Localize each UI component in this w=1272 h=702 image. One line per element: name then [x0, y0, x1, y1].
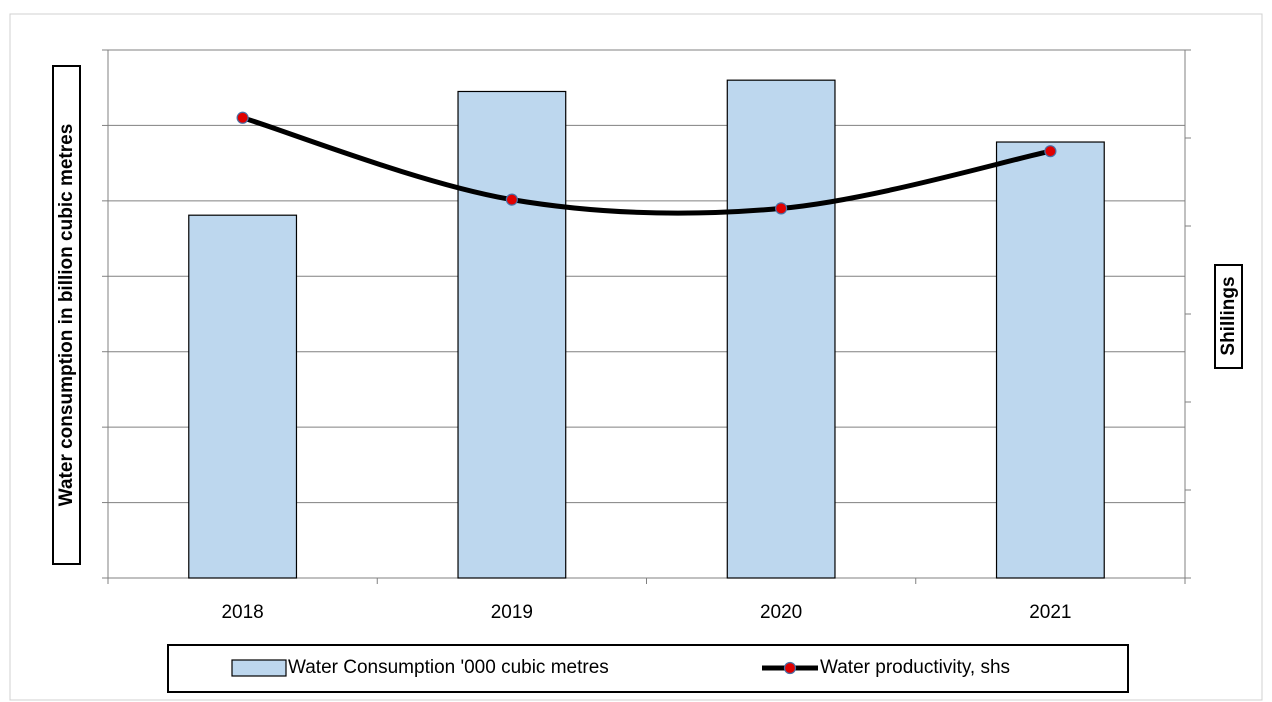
legend-label: Water Consumption '000 cubic metres — [288, 657, 609, 678]
bar — [726, 79, 836, 579]
marker — [1044, 145, 1057, 158]
bar — [188, 214, 298, 579]
legend-box — [167, 644, 1129, 693]
marker — [505, 193, 518, 206]
legend-label: Water productivity, shs — [820, 657, 1010, 678]
legend-marker — [783, 661, 797, 675]
x-tick-label: 2019 — [491, 602, 533, 623]
y-axis-title: Water consumption in billion cubic metre… — [56, 124, 77, 507]
x-tick-label: 2020 — [760, 602, 802, 623]
y2-axis-title: Shillings — [1218, 276, 1239, 355]
x-tick-label: 2021 — [1029, 602, 1071, 623]
line — [241, 115, 1051, 216]
x-tick-label: 2018 — [221, 602, 263, 623]
bar — [457, 90, 567, 579]
marker — [236, 111, 249, 124]
bar — [995, 141, 1105, 579]
y-title-box — [52, 65, 81, 565]
legend-swatch — [231, 659, 287, 677]
y2-title-box — [1214, 264, 1243, 369]
marker — [775, 202, 788, 215]
